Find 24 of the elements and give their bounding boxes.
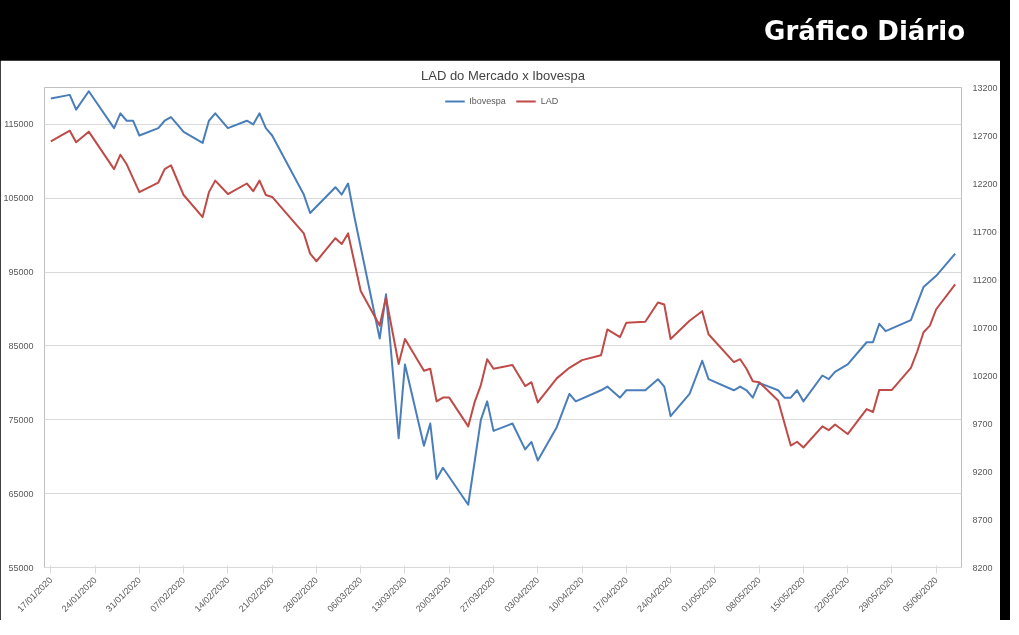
y2-tick-label: 9200: [972, 466, 993, 477]
line-series: [49, 129, 957, 449]
y2-tick-label: 11700: [972, 226, 997, 237]
y-tick-label: 95000: [8, 267, 34, 278]
y-tick-label: 75000: [8, 414, 34, 425]
y-tick-label: 65000: [8, 488, 34, 499]
y2-tick-label: 11200: [972, 274, 997, 285]
chart-title: LAD do Mercado x Ibovespa: [420, 67, 586, 83]
y2-tick-label: 8700: [972, 514, 993, 525]
y2-tick-label: 9700: [972, 418, 993, 429]
y2-tick-label: 13200: [972, 82, 998, 93]
y-tick-label: 115000: [4, 119, 34, 130]
y2-tick-label: 10700: [972, 322, 998, 333]
text: Gráfico Diário: [764, 15, 965, 48]
legend-label: LAD: [540, 96, 560, 106]
y2-tick-label: 10200: [972, 370, 998, 381]
y2-tick-label: 12700: [972, 130, 998, 141]
y-tick-label: 105000: [3, 193, 34, 204]
y2-tick-label: 8200: [972, 562, 993, 573]
y-tick-label: 55000: [8, 562, 34, 573]
y-tick-label: 85000: [8, 340, 34, 351]
legend-label: Ibovespa: [469, 96, 506, 106]
y2-tick-label: 12200: [972, 178, 998, 189]
line-series: [49, 90, 957, 506]
